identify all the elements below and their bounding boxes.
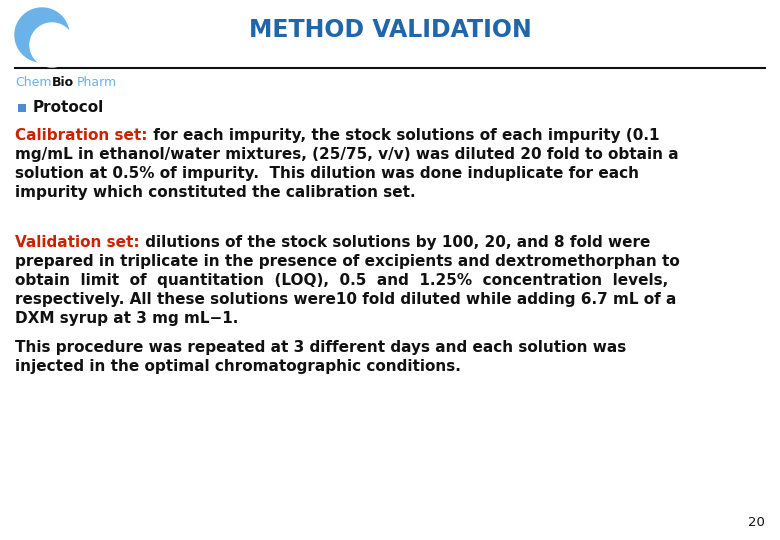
Text: injected in the optimal chromatographic conditions.: injected in the optimal chromatographic … [15,359,461,374]
Text: for each impurity, the stock solutions of each impurity (0.1: for each impurity, the stock solutions o… [147,128,659,143]
Text: dilutions of the stock solutions by 100, 20, and 8 fold were: dilutions of the stock solutions by 100,… [140,235,650,250]
Text: Validation set:: Validation set: [15,235,140,250]
Text: prepared in triplicate in the presence of excipients and dextromethorphan to: prepared in triplicate in the presence o… [15,254,679,269]
Text: impurity which constituted the calibration set.: impurity which constituted the calibrati… [15,185,416,200]
Polygon shape [15,8,69,62]
Text: Chem: Chem [15,76,51,89]
Text: METHOD VALIDATION: METHOD VALIDATION [249,18,531,42]
Text: respectively. All these solutions were10 fold diluted while adding 6.7 mL of a: respectively. All these solutions were10… [15,292,676,307]
Text: solution at 0.5% of impurity.  This dilution was done induplicate for each: solution at 0.5% of impurity. This dilut… [15,166,639,181]
Text: Protocol: Protocol [33,100,105,116]
Text: mg/mL in ethanol/water mixtures, (25/75, v/v) was diluted 20 fold to obtain a: mg/mL in ethanol/water mixtures, (25/75,… [15,147,679,162]
Text: DXM syrup at 3 mg mL−1.: DXM syrup at 3 mg mL−1. [15,311,239,326]
Text: This procedure was repeated at 3 different days and each solution was: This procedure was repeated at 3 differe… [15,340,626,355]
Text: obtain  limit  of  quantitation  (LOQ),  0.5  and  1.25%  concentration  levels,: obtain limit of quantitation (LOQ), 0.5 … [15,273,668,288]
Bar [18,104,26,112]
Text: Calibration set:: Calibration set: [15,128,147,143]
Polygon shape [30,23,74,67]
Text: 20: 20 [748,516,765,529]
Text: Pharm: Pharm [77,76,117,89]
Text: Bio: Bio [52,76,74,89]
